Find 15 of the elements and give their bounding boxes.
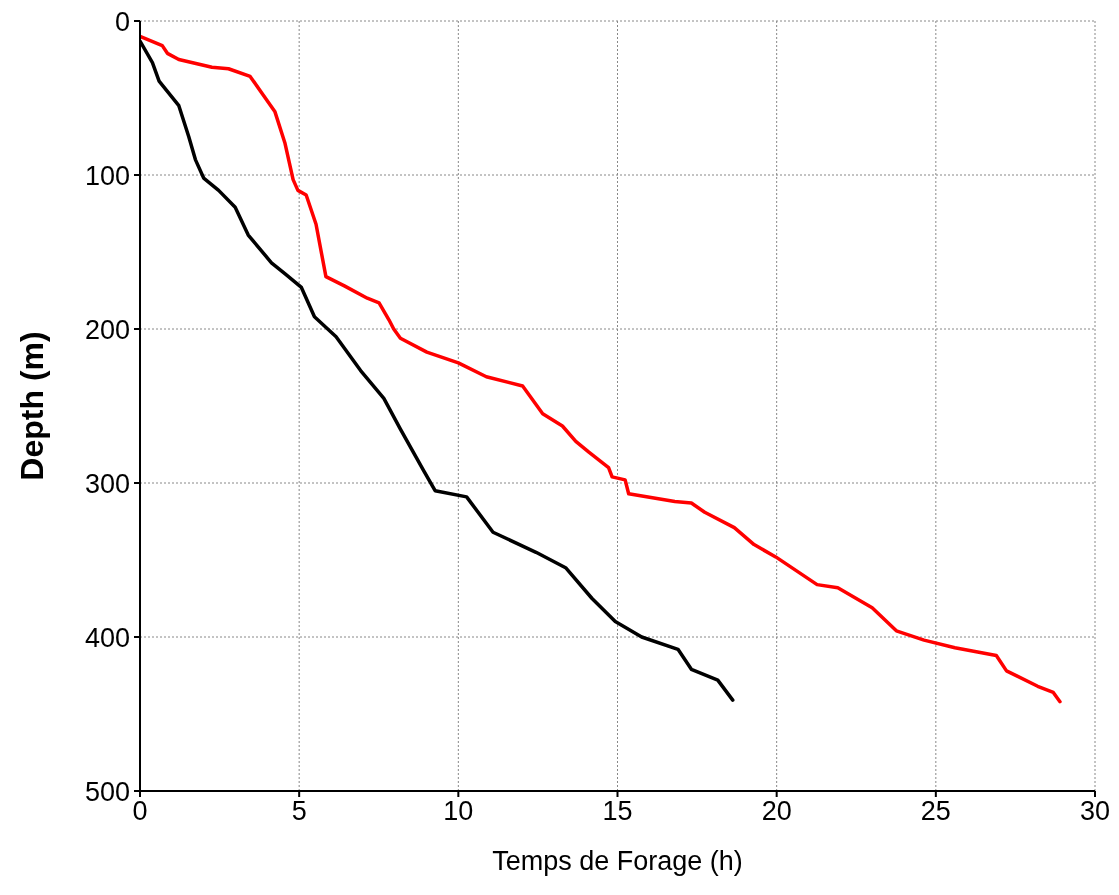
y-tick-label: 500 (84, 776, 130, 807)
x-tick-label: 30 (1079, 796, 1111, 827)
x-tick-label: 15 (602, 796, 633, 827)
y-tick-label: 300 (84, 468, 130, 499)
x-tick-label: 10 (443, 796, 474, 827)
y-tick-label: 0 (114, 6, 130, 37)
x-tick-label: 25 (920, 796, 951, 827)
y-axis-title: Depth (m) (14, 331, 51, 481)
x-axis-title: Temps de Forage (h) (492, 846, 743, 876)
y-tick-label: 100 (84, 160, 130, 191)
x-tick-label: 20 (761, 796, 792, 827)
x-tick-label: 5 (291, 796, 307, 827)
y-tick-label: 400 (84, 622, 130, 653)
line-series (140, 34, 1062, 704)
y-tick-label: 200 (84, 314, 130, 345)
